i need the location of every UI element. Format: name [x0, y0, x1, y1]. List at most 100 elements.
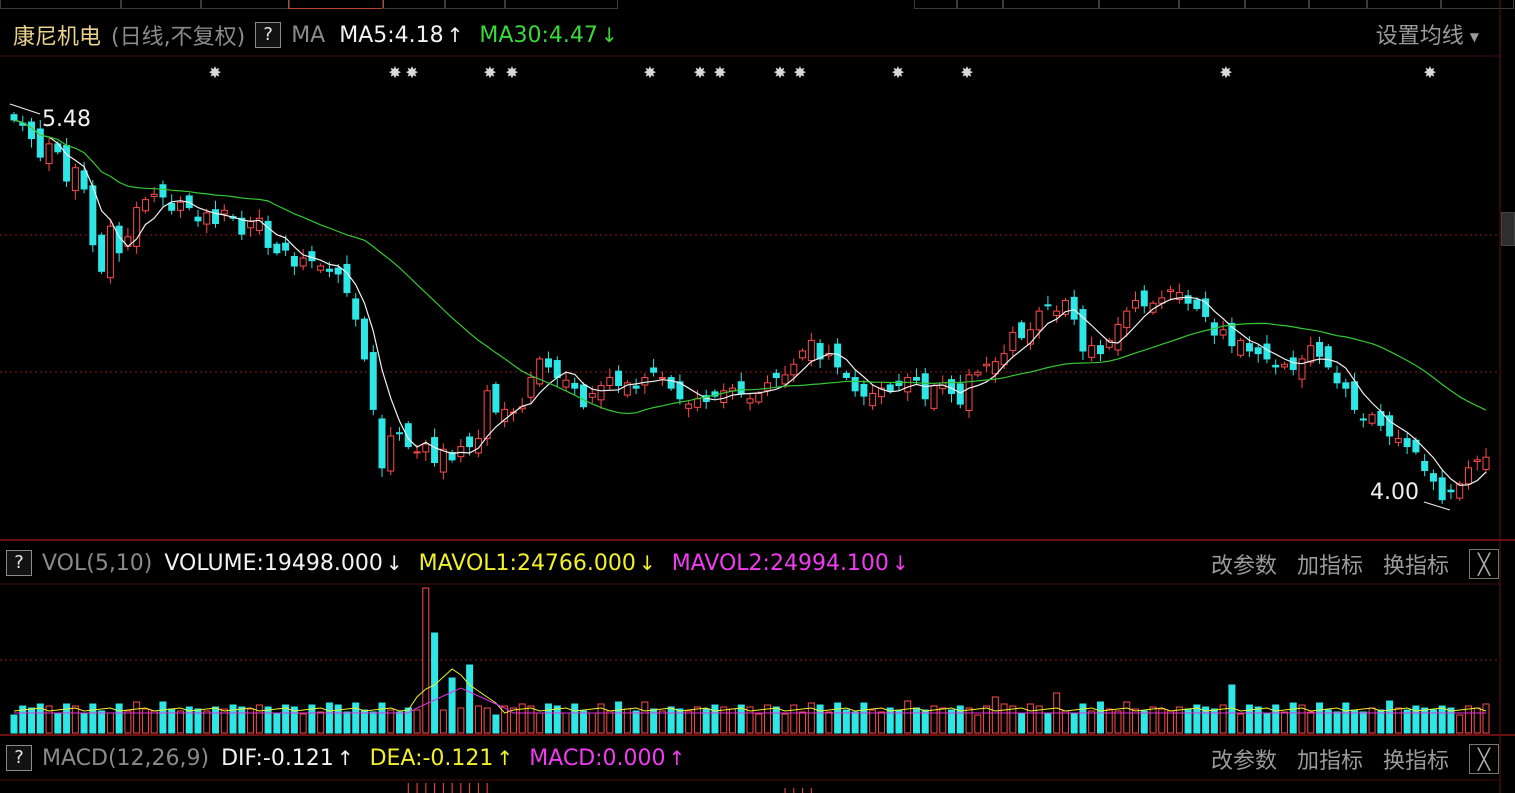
volume-bar: [1193, 704, 1201, 734]
vol-help-button[interactable]: ?: [6, 550, 32, 576]
candle-body: [1289, 357, 1297, 371]
ma-help-button[interactable]: ?: [255, 22, 282, 48]
candle-body: [790, 363, 798, 376]
candle-body: [317, 265, 325, 271]
candle-body: [650, 367, 658, 373]
vol-indicator-name[interactable]: VOL(5,10): [42, 550, 153, 576]
candle-body: [886, 384, 894, 392]
candle-body: [106, 225, 114, 279]
period-label: (日线,不复权): [111, 25, 246, 50]
vol-edit-params-button[interactable]: 改参数: [1210, 554, 1277, 579]
volume-bar: [693, 706, 701, 734]
vertical-scroll-thumb[interactable]: [1501, 212, 1515, 246]
top-tab[interactable]: [0, 0, 122, 9]
top-tab[interactable]: [914, 0, 958, 9]
set-ma-button[interactable]: 设置均线 ▼: [1376, 18, 1479, 50]
candle-body: [983, 363, 991, 367]
candle-body: [299, 257, 307, 267]
volume-bar: [921, 709, 929, 734]
candle-body: [1403, 438, 1411, 448]
volume-bar: [518, 703, 526, 734]
top-tab[interactable]: [1098, 0, 1180, 9]
candle-body: [641, 377, 649, 386]
volume-bar: [1254, 706, 1262, 734]
volume-bar: [1412, 705, 1420, 734]
vol-switch-indicator-button[interactable]: 换指标: [1382, 554, 1449, 579]
top-tab[interactable]: [1178, 0, 1246, 9]
volume-bar: [834, 702, 842, 734]
volume-bar: [98, 710, 106, 734]
macd-help-button[interactable]: ?: [6, 745, 32, 771]
candle-body: [1298, 358, 1306, 380]
volume-bar: [1026, 703, 1034, 734]
volume-bar: [912, 707, 920, 734]
volume-bar: [176, 710, 184, 734]
volume-bar: [1429, 709, 1437, 734]
top-tab[interactable]: [1002, 0, 1100, 9]
vol-close-icon[interactable]: ╳: [1469, 549, 1499, 579]
candle-body: [1438, 477, 1446, 501]
ma-indicator-name[interactable]: MA: [291, 22, 326, 48]
volume-bar: [851, 711, 859, 734]
top-tab[interactable]: [1440, 0, 1514, 9]
volume-bar: [1307, 711, 1315, 734]
volume-bar: [720, 706, 728, 734]
top-tab-active[interactable]: [288, 0, 384, 9]
volume-bar: [772, 706, 780, 734]
candle-body: [1184, 295, 1192, 304]
candle-body: [1351, 381, 1359, 410]
volume-bar: [457, 707, 465, 734]
volume-bar: [1394, 707, 1402, 734]
candle-body: [562, 379, 570, 388]
candle-body: [343, 263, 351, 294]
volume-bar: [1342, 702, 1350, 734]
candle-body: [746, 398, 754, 404]
vol-add-indicator-button[interactable]: 加指标: [1296, 554, 1363, 579]
candle-body: [457, 446, 465, 458]
ma30-down-arrow-icon: ↓: [600, 23, 618, 47]
candle-body: [474, 438, 482, 454]
volume-bar: [1438, 705, 1446, 734]
candle-body: [89, 185, 97, 246]
volume-bar: [308, 704, 316, 734]
candle-body: [632, 385, 640, 389]
volume-bar: [255, 704, 263, 734]
mavol1-down-arrow-icon: ↓: [638, 551, 656, 575]
volume-bar: [1061, 710, 1069, 734]
top-tab[interactable]: [200, 0, 290, 9]
macd-indicator-name[interactable]: MACD(12,26,9): [42, 745, 210, 771]
ma5-line: [13, 119, 1487, 487]
candle-body: [282, 242, 290, 251]
top-tab[interactable]: [382, 0, 446, 9]
candle-body: [1342, 382, 1350, 389]
volume-bar: [676, 708, 684, 734]
candle-body: [483, 390, 491, 440]
macd-close-icon[interactable]: ╳: [1469, 744, 1499, 774]
top-tab[interactable]: [1308, 0, 1368, 9]
volume-bar: [1202, 706, 1210, 734]
top-tab[interactable]: [504, 0, 618, 9]
candle-body: [1482, 456, 1490, 470]
top-tab[interactable]: [120, 0, 202, 9]
candle-body: [1202, 298, 1210, 317]
top-tab[interactable]: [1244, 0, 1310, 9]
volume-bar: [1377, 709, 1385, 734]
macd-header: ? MACD(12,26,9) DIF:-0.121 ↑ DEA:-0.121 …: [6, 742, 685, 774]
candle-body: [1079, 309, 1087, 352]
volume-bar: [1333, 711, 1341, 734]
top-tab[interactable]: [1366, 0, 1442, 9]
macd-edit-params-button[interactable]: 改参数: [1210, 749, 1277, 774]
top-tab[interactable]: [956, 0, 1004, 9]
candle-body: [501, 408, 509, 423]
volume-bar: [1149, 706, 1157, 734]
volume-bar: [439, 709, 447, 734]
candle-body: [1219, 329, 1227, 336]
macd-switch-indicator-button[interactable]: 换指标: [1382, 749, 1449, 774]
volume-bar: [711, 704, 719, 734]
macd-add-indicator-button[interactable]: 加指标: [1296, 749, 1363, 774]
volume-bar: [387, 709, 395, 734]
volume-bar: [527, 705, 535, 734]
candle-body: [1254, 347, 1262, 355]
top-tab[interactable]: [444, 0, 506, 9]
